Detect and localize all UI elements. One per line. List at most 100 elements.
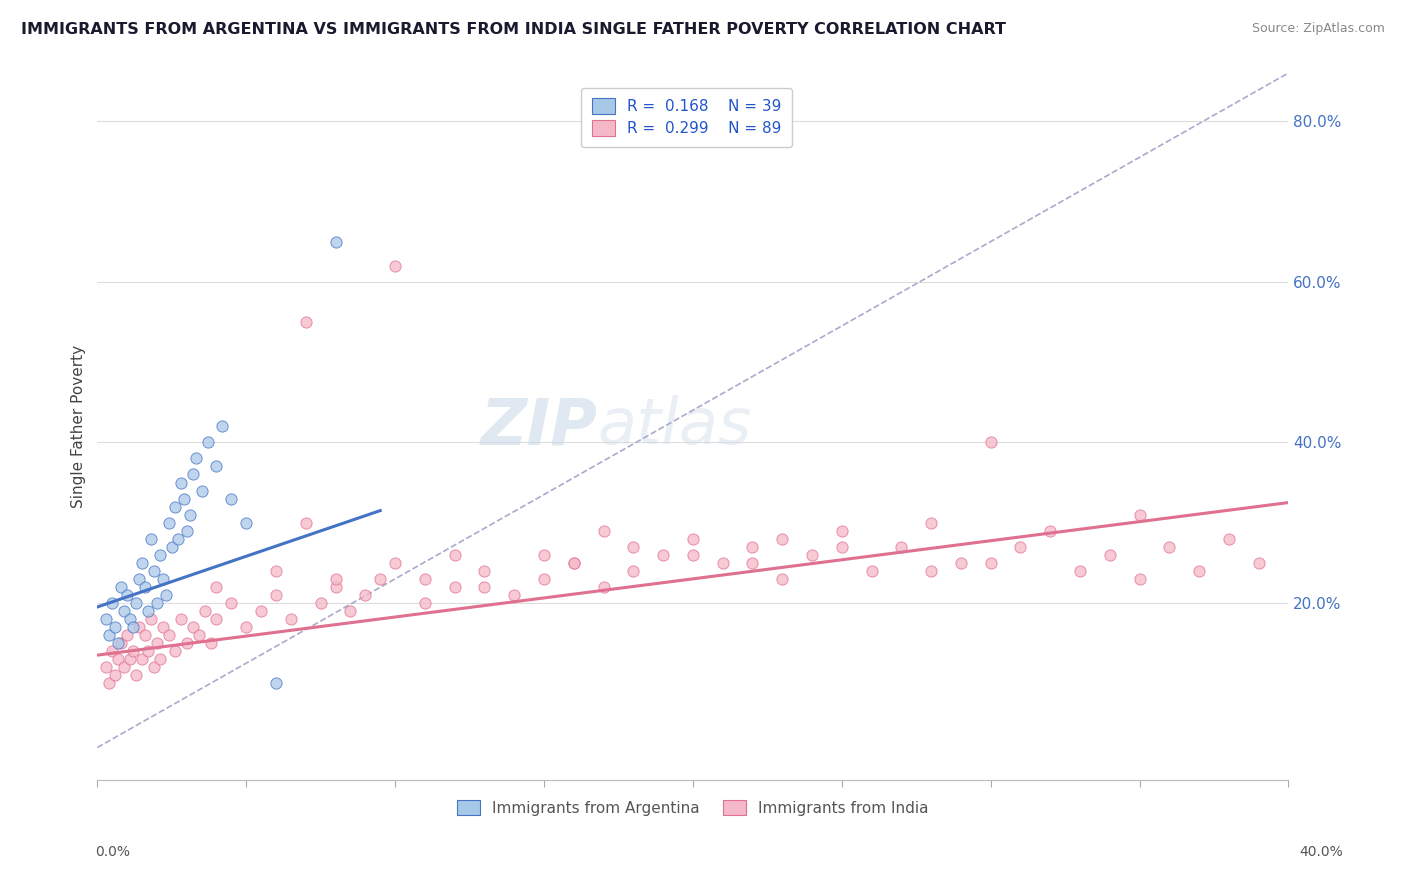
Point (136, 604, 159, 618)
Point (1039, 524, 1062, 538)
Point (621, 540, 644, 554)
Point (384, 556, 406, 570)
Point (205, 580, 228, 594)
Point (980, 556, 1002, 570)
Point (163, 644, 186, 658)
Point (136, 644, 159, 658)
Text: IMMIGRANTS FROM ARGENTINA VS IMMIGRANTS FROM INDIA SINGLE FATHER POVERTY CORRELA: IMMIGRANTS FROM ARGENTINA VS IMMIGRANTS … (21, 22, 1007, 37)
Point (770, 572, 793, 586)
Point (221, 596, 243, 610)
Point (157, 516, 180, 530)
Point (115, 628, 138, 642)
Point (205, 612, 228, 626)
Point (682, 548, 704, 562)
Point (920, 564, 942, 578)
Point (190, 483, 212, 498)
Text: 0.0%: 0.0% (96, 846, 131, 859)
Point (264, 676, 287, 690)
Point (157, 628, 180, 642)
Point (176, 524, 198, 538)
Text: ZIP: ZIP (481, 395, 598, 458)
Point (711, 556, 734, 570)
Point (1128, 508, 1150, 522)
Point (149, 652, 172, 666)
Point (980, 435, 1002, 450)
Point (221, 491, 243, 506)
Point (474, 564, 496, 578)
Point (155, 588, 177, 602)
Point (96, 660, 118, 674)
Point (160, 540, 183, 554)
Point (801, 548, 824, 562)
Point (104, 668, 127, 682)
Point (173, 491, 195, 506)
Point (139, 612, 162, 626)
Point (152, 572, 174, 586)
Text: 40.0%: 40.0% (1299, 846, 1343, 859)
Point (264, 588, 287, 602)
Point (98, 628, 121, 642)
Point (294, 516, 316, 530)
Point (142, 660, 165, 674)
Point (741, 540, 763, 554)
Point (200, 636, 222, 650)
Point (325, 235, 347, 249)
Point (181, 620, 204, 634)
Point (949, 556, 972, 570)
Point (250, 604, 273, 618)
Point (131, 556, 153, 570)
Text: atlas: atlas (598, 395, 752, 458)
Point (187, 628, 209, 642)
Point (920, 516, 942, 530)
Point (592, 524, 614, 538)
Point (134, 580, 156, 594)
Point (562, 556, 585, 570)
Point (280, 612, 302, 626)
Point (413, 572, 436, 586)
Point (107, 636, 129, 650)
Point (166, 532, 188, 546)
Point (890, 540, 912, 554)
Point (122, 644, 145, 658)
Point (1098, 548, 1121, 562)
Point (384, 259, 406, 273)
Point (134, 628, 156, 642)
Point (770, 532, 793, 546)
Point (294, 315, 316, 329)
Point (101, 644, 124, 658)
Point (104, 620, 127, 634)
Point (112, 660, 135, 674)
Point (205, 459, 228, 474)
Point (184, 451, 207, 466)
Point (831, 524, 853, 538)
Point (96, 612, 118, 626)
Point (860, 564, 883, 578)
Point (115, 588, 138, 602)
Point (122, 620, 145, 634)
Point (179, 508, 201, 522)
Point (170, 475, 193, 490)
Point (110, 580, 132, 594)
Point (1247, 556, 1270, 570)
Point (1069, 564, 1091, 578)
Point (181, 467, 204, 482)
Point (354, 588, 377, 602)
Point (120, 652, 142, 666)
Point (621, 564, 644, 578)
Point (125, 668, 148, 682)
Point (110, 636, 132, 650)
Point (146, 596, 169, 610)
Point (413, 596, 436, 610)
Point (831, 540, 853, 554)
Point (235, 516, 257, 530)
Point (142, 564, 165, 578)
Point (149, 548, 172, 562)
Point (170, 612, 193, 626)
Point (120, 612, 142, 626)
Point (1010, 540, 1032, 554)
Point (128, 572, 150, 586)
Point (741, 556, 763, 570)
Point (682, 532, 704, 546)
Point (325, 580, 347, 594)
Point (1218, 532, 1240, 546)
